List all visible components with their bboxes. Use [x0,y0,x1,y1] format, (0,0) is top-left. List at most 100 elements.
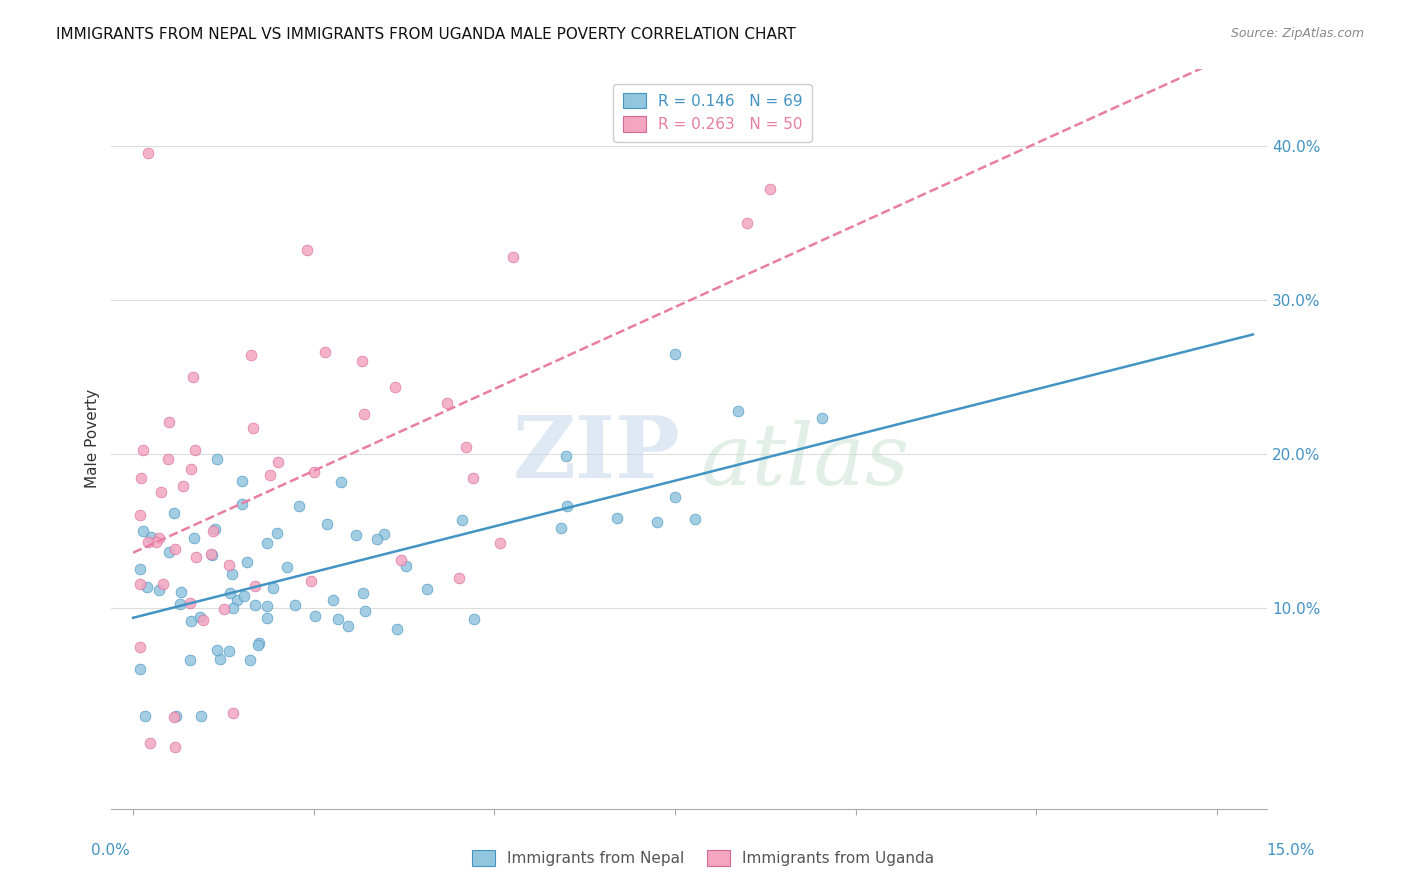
Point [436,395,458,409]
Legend: Immigrants from Nepal, Immigrants from Uganda: Immigrants from Nepal, Immigrants from U… [463,841,943,875]
Point [193,613,215,627]
Point [181,370,204,384]
Point [373,526,395,541]
Point [208,652,231,666]
Point [664,347,686,361]
Point [727,404,749,418]
Point [288,499,311,513]
Point [148,531,170,545]
Point [314,345,336,359]
Point [304,609,326,624]
Point [179,653,201,667]
Point [450,513,472,527]
Point [212,602,235,616]
Point [200,547,222,561]
Point [555,499,578,513]
Point [129,577,152,591]
Point [366,532,388,546]
Point [165,709,187,723]
Point [129,640,152,654]
Point [256,611,278,625]
Point [184,549,207,564]
Point [132,524,155,538]
Point [226,593,249,607]
Point [284,598,307,612]
Point [463,612,485,626]
Point [163,710,186,724]
Point [502,250,524,264]
Point [256,535,278,549]
Point [149,485,172,500]
Point [256,599,278,613]
Point [276,560,298,574]
Point [449,571,471,585]
Point [163,506,186,520]
Point [352,354,374,368]
Point [299,574,322,588]
Point [165,740,187,755]
Point [416,582,439,597]
Point [221,566,243,581]
Point [148,583,170,598]
Point [329,475,352,490]
Point [262,581,284,595]
Point [205,452,228,467]
Point [132,443,155,458]
Point [180,462,202,476]
Point [139,530,162,544]
Point [239,653,262,667]
Point [183,531,205,545]
Point [315,517,337,532]
Point [461,471,484,485]
Point [354,604,377,618]
Point [236,555,259,569]
Point [389,552,412,566]
Point [129,562,152,576]
Point [387,622,409,636]
Point [231,497,253,511]
Point [231,474,253,488]
Point [205,643,228,657]
Point [267,455,290,469]
Point [190,709,212,723]
Point [156,452,179,467]
Point [201,548,224,562]
Legend: R = 0.146   N = 69, R = 0.263   N = 50: R = 0.146 N = 69, R = 0.263 N = 50 [613,84,811,142]
Text: Source: ZipAtlas.com: Source: ZipAtlas.com [1230,27,1364,40]
Point [605,511,627,525]
Point [165,542,187,557]
Point [172,479,194,493]
Point [683,512,706,526]
Point [184,442,207,457]
Point [129,662,152,676]
Text: ZIP: ZIP [513,411,681,496]
Point [180,614,202,628]
Point [233,590,256,604]
Text: atlas: atlas [700,419,910,502]
Point [135,580,157,594]
Text: 0.0%: 0.0% [91,843,131,858]
Point [352,585,374,599]
Point [811,410,834,425]
Text: IMMIGRANTS FROM NEPAL VS IMMIGRANTS FROM UGANDA MALE POVERTY CORRELATION CHART: IMMIGRANTS FROM NEPAL VS IMMIGRANTS FROM… [56,27,796,42]
Point [157,415,180,429]
Point [129,508,152,522]
Point [245,579,267,593]
Text: 15.0%: 15.0% [1267,843,1315,858]
Point [344,528,367,542]
Point [201,524,224,538]
Point [645,515,668,529]
Point [353,407,375,421]
Point [242,421,264,435]
Point [145,534,167,549]
Point [139,736,162,750]
Point [204,522,226,536]
Point [664,490,686,504]
Point [221,706,243,720]
Point [489,536,512,550]
Point [454,440,477,454]
Point [247,636,270,650]
Point [555,449,578,463]
Point [134,709,156,723]
Point [322,593,344,607]
